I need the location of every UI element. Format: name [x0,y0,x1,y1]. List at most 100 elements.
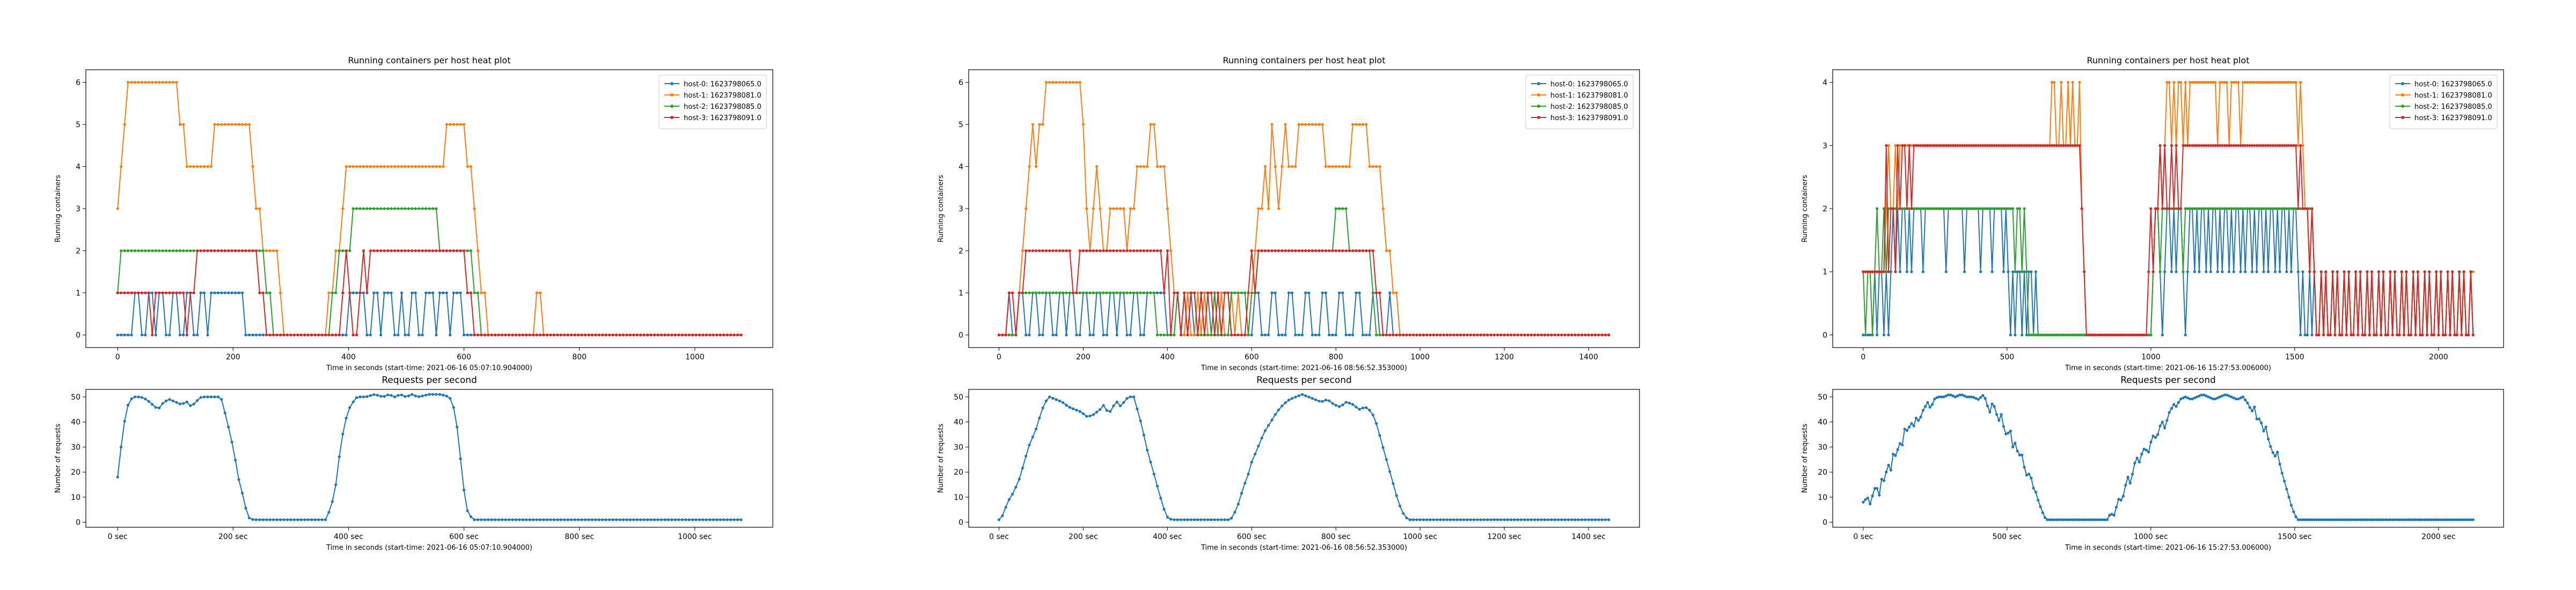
data-point [462,489,466,492]
data-point [1878,270,1881,274]
data-point [2221,270,2224,274]
data-point [1220,518,1223,521]
data-point [549,518,552,521]
data-point [1560,518,1563,521]
data-point [400,249,404,253]
data-point [1169,333,1173,337]
data-point [2149,440,2153,444]
legend-swatch-marker [1537,116,1540,119]
data-point [2066,518,2070,521]
data-point [476,518,480,521]
data-point [1034,291,1038,294]
data-point [1142,291,1145,294]
data-point [2131,333,2134,337]
data-point [1058,291,1062,294]
data-point [2002,270,2005,274]
data-point [684,518,687,521]
data-point [223,249,226,253]
y-tick-label: 4 [76,163,80,172]
data-point [646,333,649,337]
data-point [2350,333,2353,337]
data-point [1203,518,1206,521]
data-point [1940,207,1943,210]
data-point [1864,270,1867,274]
data-point [1149,249,1152,253]
data-point [1136,291,1139,294]
data-point [1115,249,1118,253]
data-point [1919,415,1922,419]
data-point [2196,144,2199,147]
data-point [327,333,331,337]
x-tick-label: 600 sec [449,533,479,541]
data-point [2303,333,2307,337]
data-point [521,333,524,337]
data-point [192,291,195,294]
data-point [2228,394,2231,397]
data-point [1429,518,1432,521]
data-point [362,165,365,168]
data-point [1928,144,1931,147]
data-point [1418,333,1422,337]
data-point [2078,333,2081,337]
data-point [1341,207,1344,210]
data-point [1260,437,1263,440]
data-point [120,333,123,337]
data-point [2212,80,2215,84]
data-point [2184,395,2187,399]
data-point [2212,144,2215,147]
data-point [1122,207,1125,210]
data-point [2182,144,2185,147]
data-point [2294,515,2297,519]
data-point [1092,291,1095,294]
y-tick-label: 1 [958,289,963,298]
data-point [272,518,275,521]
data-point [1004,333,1007,337]
data-point [2198,394,2201,397]
data-point [154,80,157,84]
data-point [182,402,185,405]
data-point [459,249,462,253]
data-point [1946,393,1950,396]
data-point [1155,291,1159,294]
data-point [1866,333,1869,337]
data-point [1142,333,1145,337]
data-point [576,518,580,521]
data-point [2140,453,2143,456]
data-point [2393,270,2396,274]
data-point [247,333,251,337]
data-point [2419,333,2422,337]
data-point [1085,415,1088,418]
data-point [334,333,338,337]
data-point [1365,249,1368,253]
data-point [372,393,376,396]
data-point [168,249,171,253]
data-point [2018,270,2021,274]
data-point [2246,144,2249,147]
y-tick-label: 1 [1823,268,1827,277]
data-point [480,518,483,521]
data-point [2179,80,2183,84]
data-point [625,333,628,337]
data-point [1432,518,1435,521]
data-point [473,207,476,210]
data-point [1028,444,1031,447]
data-point [1236,333,1240,337]
x-axis-label: Time in seconds (start-time: 2021-06-16 … [1201,544,1407,552]
data-point [1210,291,1213,294]
data-point [2124,333,2127,337]
data-point [1942,207,1945,210]
data-point [1574,333,1577,337]
data-point [310,518,313,521]
data-point [1095,165,1099,168]
data-point [397,333,400,337]
data-point [275,249,279,253]
data-point [1914,207,1918,210]
data-point [1300,333,1304,337]
data-point [1031,436,1034,439]
data-point [2064,144,2067,147]
data-point [1334,333,1337,337]
data-point [1041,407,1044,410]
data-point [2007,207,2010,210]
data-point [2193,396,2196,400]
y-tick-label: 20 [1818,468,1827,477]
